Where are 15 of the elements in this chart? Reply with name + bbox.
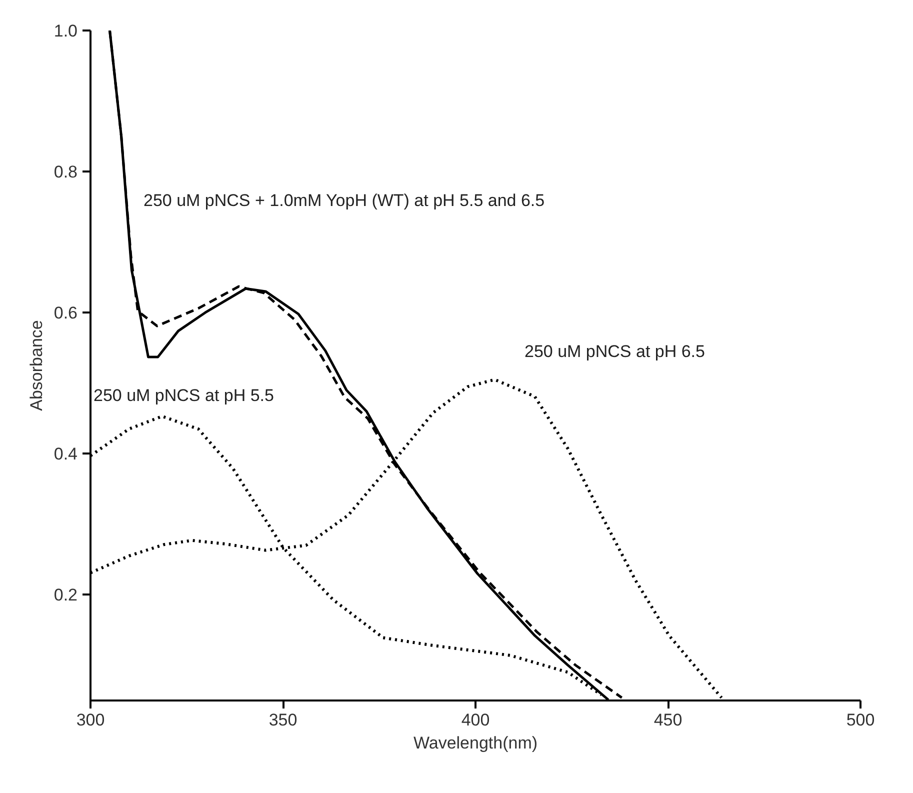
annotation: 250 uM pNCS + 1.0mM YopH (WT) at pH 5.5 and 6.5 — [144, 191, 545, 210]
y-tick-label: 0.8 — [54, 162, 78, 182]
x-tick-label: 500 — [846, 710, 875, 730]
x-axis-title: Wavelength(nm) — [413, 734, 538, 752]
y-tick-label: 1.0 — [54, 22, 78, 40]
y-axis-title: Absorbance — [26, 320, 46, 411]
x-tick-label: 450 — [654, 710, 682, 730]
y-tick-label: 0.4 — [54, 444, 78, 464]
x-tick-label: 350 — [268, 710, 298, 730]
y-tick-label: 0.6 — [54, 304, 78, 323]
y-tick-label: 0.2 — [54, 586, 78, 605]
x-tick-label: 300 — [76, 710, 105, 730]
annotation: 250 uM pNCS at pH 5.5 — [94, 386, 274, 405]
x-tick-label: 400 — [461, 710, 490, 730]
annotation: 250 uM pNCS at pH 6.5 — [524, 342, 705, 361]
